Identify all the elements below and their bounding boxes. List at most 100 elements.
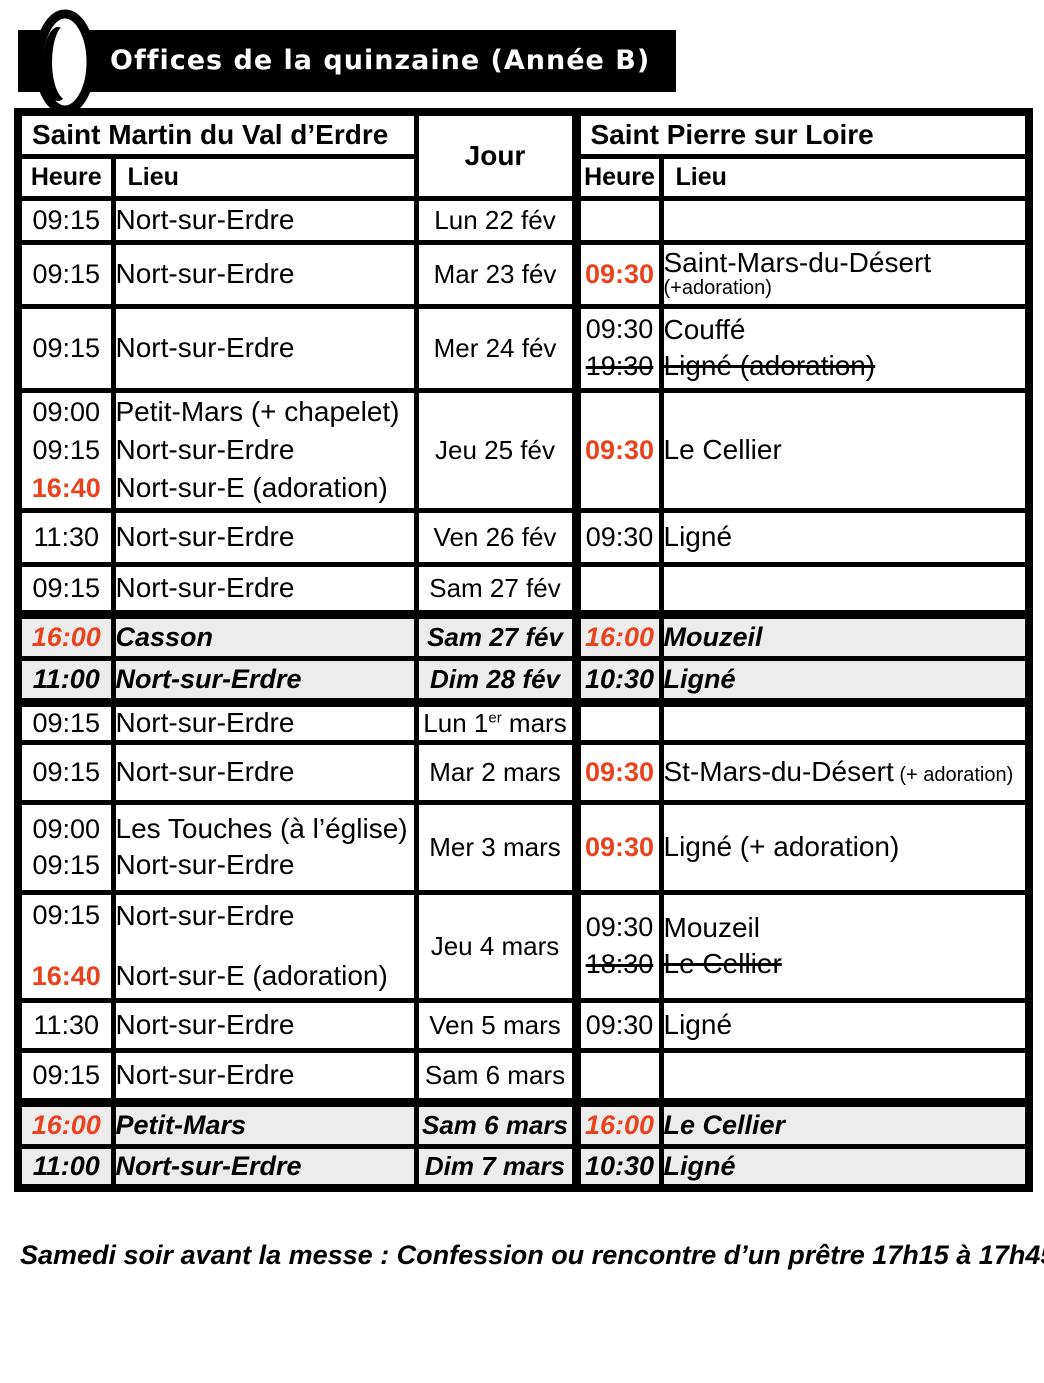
confession-note: Samedi soir avant la messe : Confession …	[20, 1240, 1044, 1270]
time-value: 09:30	[585, 521, 654, 552]
place-value: Nort-sur-Erdre	[115, 204, 295, 235]
time-value: 11:30	[33, 1009, 100, 1040]
time-list: 09:30 19:30	[581, 314, 659, 382]
place-value: Nort-sur-Erdre	[115, 572, 295, 603]
jour-cell: Mer 24 fév	[413, 303, 581, 393]
jour-cell: Ven 5 mars	[413, 997, 581, 1053]
place-value: Ligné	[663, 1150, 736, 1181]
heure-cell: 09:15	[15, 239, 116, 309]
table-row: 11:30 Nort-sur-Erdre Ven 26 fév 09:30 Li…	[15, 507, 1032, 567]
heure-cell: 16:00	[573, 609, 664, 661]
jour-cell: Mar 23 fév	[413, 239, 581, 309]
jour-cell: Jeu 25 fév	[413, 387, 581, 513]
heure-cell: 10:30	[573, 655, 664, 705]
time-value: 11:00	[32, 663, 100, 694]
subheader-row: Heure Lieu Heure Lieu	[15, 153, 1032, 201]
time-value: 09:15	[32, 204, 101, 235]
oval-ring-icon	[34, 9, 96, 115]
table-row: 11:30 Nort-sur-Erdre Ven 5 mars 09:30 Li…	[15, 997, 1032, 1053]
lieu-cell: Saint-Mars-du-Désert (+adoration)	[658, 239, 1032, 309]
lieu-cell: Nort-sur-Erdre	[110, 507, 419, 567]
time-value: 16:40	[31, 961, 101, 991]
lieu-cell: Nort-sur-Erdre	[110, 195, 419, 245]
heure-cell: 16:00	[15, 1097, 116, 1149]
day-value: Sam 6 mars	[424, 1059, 566, 1090]
lieu-cell: Ligné	[658, 507, 1032, 567]
table-row: 09:00 09:15 Les Touches (à l’église) Nor…	[15, 799, 1032, 895]
lieu-cell: Petit-Mars (+ chapelet) Nort-sur-Erdre N…	[110, 387, 419, 513]
day-value: Ven 5 mars	[429, 1009, 561, 1040]
lieu-cell: Nort-sur-Erdre	[110, 303, 419, 393]
time-value: 16:40	[31, 473, 101, 503]
heure-cell: 09:15	[15, 195, 116, 245]
table-row: 09:15 Nort-sur-Erdre Sam 6 mars	[15, 1047, 1032, 1105]
jour-cell: Sam 6 mars	[413, 1097, 581, 1149]
place-list: Nort-sur-Erdre Nort-sur-E (adoration)	[116, 900, 414, 992]
day-value: Lun 22 fév	[434, 204, 556, 235]
place-value: Nort-sur-E (adoration)	[115, 960, 388, 991]
heure-cell	[573, 561, 664, 617]
heure-cell: 09:15 16:40	[15, 889, 116, 1003]
day-value: Jeu 4 mars	[430, 930, 560, 961]
place-note: (+ adoration)	[893, 764, 1014, 786]
heure-cell: 11:30	[15, 507, 116, 567]
place-value: Nort-sur-Erdre	[115, 756, 295, 787]
day-value: Sam 6 mars	[422, 1109, 568, 1140]
time-value: 10:30	[584, 663, 655, 694]
time-value: 09:30	[584, 756, 655, 787]
heure-cell: 09:30	[573, 387, 664, 513]
place-value: Mouzeil	[663, 912, 760, 943]
heure-cell: 10:30	[573, 1143, 664, 1191]
jour-column-header: Jour	[413, 109, 581, 201]
left-lieu-header: Lieu	[110, 153, 419, 201]
time-value: 16:00	[31, 621, 101, 652]
place-value: St-Mars-du-Désert (+ adoration)	[663, 756, 1014, 787]
place-value: Nort-sur-Erdre	[115, 1150, 302, 1181]
place-value: Le Cellier	[663, 1109, 786, 1140]
place-value: Saint-Mars-du-Désert	[663, 247, 932, 278]
table-row: 09:15 Nort-sur-Erdre Sam 27 fév	[15, 561, 1032, 617]
place-value: Mouzeil	[663, 621, 763, 652]
lieu-cell: Les Touches (à l’église) Nort-sur-Erdre	[110, 799, 419, 895]
heure-cell: 09:15	[15, 1047, 116, 1105]
lieu-cell	[658, 697, 1032, 745]
time-value: 16:00	[31, 1109, 101, 1140]
day-value: Sam 27 fév	[427, 621, 563, 652]
time-value: 09:15	[32, 1059, 101, 1090]
place-list: Couffé Ligné (adoration)	[664, 314, 1026, 382]
place-value: Nort-sur-Erdre	[115, 663, 302, 694]
place-value: Ligné	[663, 521, 733, 552]
jour-cell: Sam 27 fév	[413, 561, 581, 617]
time-value: 09:30	[584, 434, 655, 465]
day-value: Mar 2 mars	[429, 756, 561, 787]
lieu-cell: Nort-sur-Erdre	[110, 239, 419, 309]
day-value: Jeu 25 fév	[435, 434, 555, 465]
heure-cell: 09:15	[15, 739, 116, 805]
place-value: Le Cellier	[663, 434, 782, 465]
place-value-cancelled: Ligné (adoration)	[663, 350, 876, 381]
jour-cell: Sam 27 fév	[413, 609, 581, 661]
time-value: 16:00	[584, 1109, 655, 1140]
day-value: Mar 23 fév	[433, 258, 557, 289]
place-value: Ligné	[663, 1009, 733, 1040]
heure-cell: 16:00	[573, 1097, 664, 1149]
table-row: 09:15 Nort-sur-Erdre Lun 22 fév	[15, 195, 1032, 245]
place-value: Petit-Mars (+ chapelet)	[115, 396, 400, 427]
place-value: Nort-sur-Erdre	[115, 434, 295, 465]
time-value: 09:15	[32, 707, 101, 738]
time-value: 10:30	[584, 1150, 655, 1181]
ordinal-suffix: er	[488, 708, 502, 726]
schedule-table: Saint Martin du Val d’Erdre Jour Saint P…	[14, 108, 1033, 1192]
table-row: 09:15 16:40 Nort-sur-Erdre Nort-sur-E (a…	[15, 889, 1032, 1003]
time-list: 09:15 16:40	[22, 900, 111, 992]
place-value: Nort-sur-Erdre	[115, 707, 295, 738]
heure-cell: 09:00 09:15 16:40	[15, 387, 116, 513]
jour-cell: Mer 3 mars	[413, 799, 581, 895]
place-value: Nort-sur-Erdre	[115, 521, 295, 552]
lieu-cell: Nort-sur-Erdre	[110, 655, 419, 705]
lieu-cell	[658, 1047, 1032, 1105]
left-parish-title: Saint Martin du Val d’Erdre	[15, 109, 419, 159]
lieu-cell: Nort-sur-Erdre	[110, 997, 419, 1053]
time-value: 11:30	[33, 521, 100, 552]
heure-cell: 09:30	[573, 507, 664, 567]
